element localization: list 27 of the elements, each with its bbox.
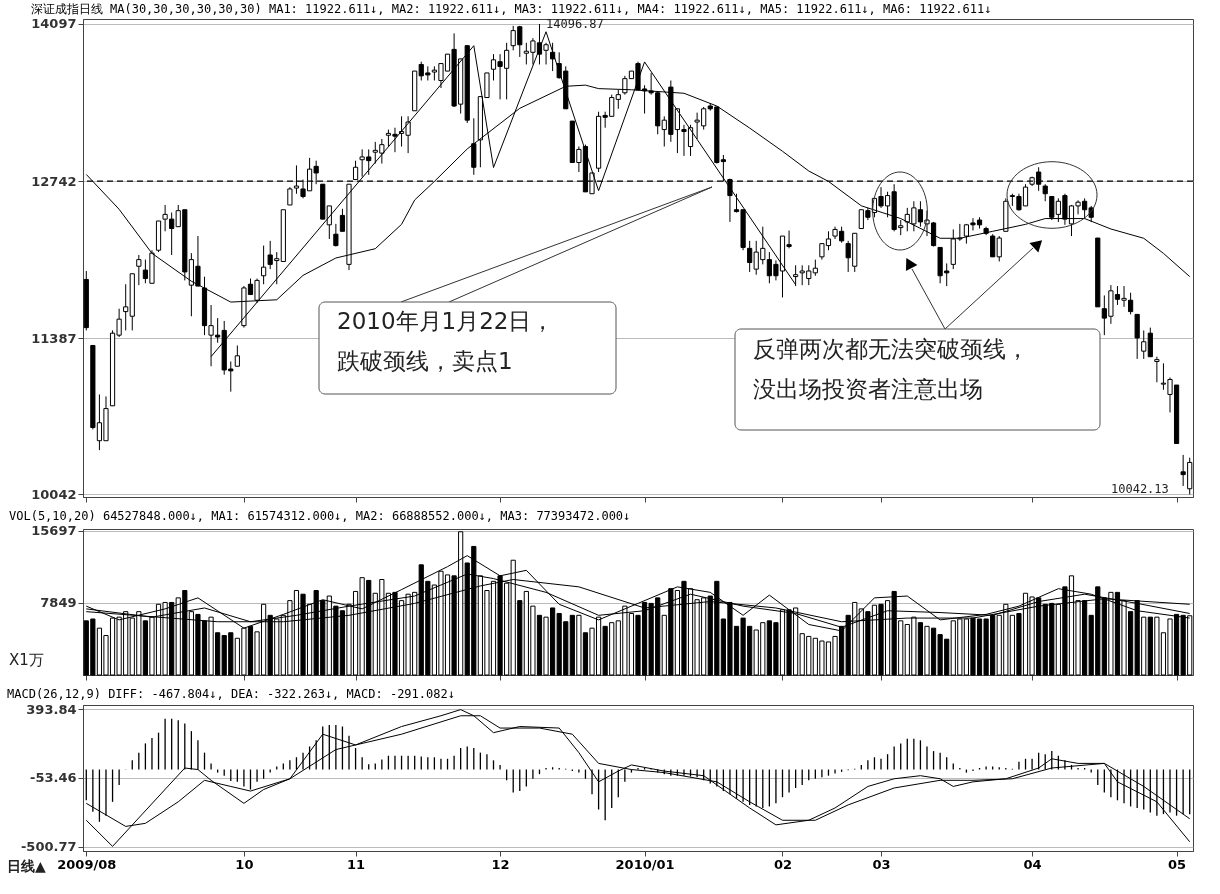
chart-title: VOL(5,10,20) 64527848.000↓, MA1: 61574312.000↓, MA2: 66888552.000↓, MA3: 77393472.000↓ [9,508,631,523]
x-tick-label: 03 [872,856,891,872]
annotation: 14096.87 [546,17,604,31]
y-tick-label: 14097 [31,16,77,32]
y-tick-label: 393.84 [26,701,77,717]
y-tick-label: 11387 [31,330,77,346]
annotation: 2010年月1月22日，跌破颈线，卖点1 [337,308,555,375]
y-tick-label: 10042 [31,486,77,502]
y-tick-label: -500.77 [20,839,77,855]
x-tick-label: 2009/08 [57,856,117,872]
chart-title: MACD(26,12,9) DIFF: -467.804↓, DEA: -322.263↓, MACD: -291.082↓ [7,687,455,702]
x-tick-label: 10 [235,856,254,872]
y-tick-label: 15697 [31,523,77,539]
x-tick-label: 04 [1023,856,1042,872]
annotation: 反弹两次都无法突破颈线，没出场投资者注意出场 [753,336,1029,403]
y-axis-title: X1万 [9,651,44,669]
x-tick-label: 12 [491,856,510,872]
chart-title: 深证成指日线 MA(30,30,30,30,30,30) MA1: 11922.611↓, MA2: 11922.611↓, MA3: 11922.611↓, MA4: 11922.611↓, MA5: 11922.611↓, MA6: 11922.611↓ [30,1,992,16]
x-tick-label: 02 [773,856,793,872]
y-tick-label: 12742 [31,173,77,189]
x-tick-label: 11 [347,856,366,872]
text: 日线▲ [7,858,46,874]
y-tick-label: 7849 [40,595,77,611]
y-tick-label: -53.46 [29,770,77,786]
annotation: 10042.13 [1111,482,1169,496]
x-tick-label: 2010/01 [615,856,675,872]
x-tick-label: 05 [1168,856,1187,872]
